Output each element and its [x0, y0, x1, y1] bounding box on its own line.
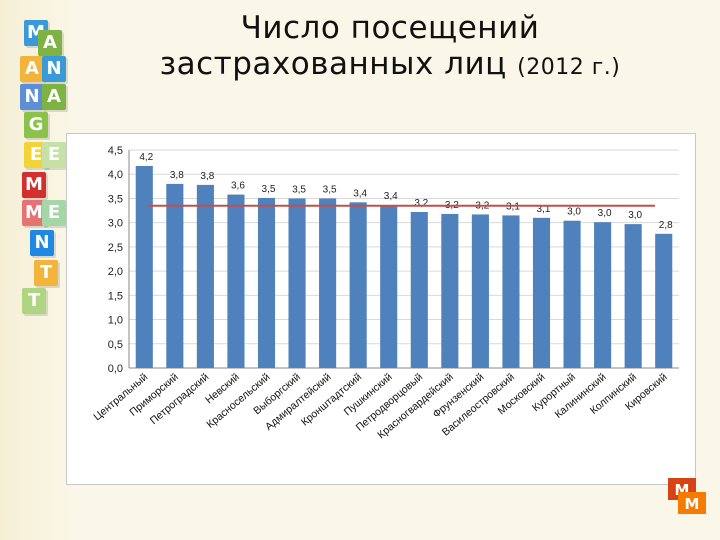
y-tick-label: 3,5 — [108, 193, 123, 205]
title-line-1: Число посещений — [240, 10, 540, 46]
bar — [563, 220, 581, 368]
letter-block: E — [42, 200, 66, 226]
data-label: 3,8 — [170, 170, 184, 181]
bar — [624, 224, 642, 368]
y-tick-label: 1,0 — [108, 315, 123, 327]
bar — [532, 217, 551, 368]
letter-block: T — [34, 260, 58, 286]
title-main: застрахованных лиц — [159, 46, 507, 82]
letter-block: A — [42, 84, 66, 110]
bar — [471, 214, 489, 368]
decorative-corner-blocks: MM — [668, 478, 706, 514]
bar — [319, 198, 337, 368]
y-tick-label: 2,5 — [108, 242, 123, 254]
bar — [166, 183, 184, 368]
data-label: 3,1 — [537, 204, 551, 215]
bar — [288, 198, 306, 368]
bar — [410, 212, 428, 368]
chart-frame: 0,0 0,5 1,0 1,5 2,0 2,5 3,0 3,5 4,0 4,5 4,2 Централ… — [66, 133, 696, 485]
bar — [135, 165, 153, 368]
letter-block: A — [38, 30, 62, 56]
bar — [196, 184, 214, 368]
data-label: 2,8 — [659, 220, 673, 231]
data-label: 3,5 — [262, 184, 276, 195]
y-tick-label: 1,5 — [108, 290, 123, 302]
title-year: (2012 г.) — [517, 55, 621, 80]
data-label: 3,4 — [384, 191, 398, 202]
bar — [380, 205, 398, 368]
data-label: 3,4 — [353, 188, 367, 199]
letter-block: T — [22, 288, 46, 314]
letter-block: N — [30, 230, 54, 256]
letter-block: E — [42, 142, 66, 168]
data-label: 3,2 — [414, 198, 428, 209]
y-tick-label: 2,0 — [108, 266, 123, 278]
title-line-2: застрахованных лиц (2012 г.) — [80, 46, 700, 86]
corner-block — [678, 492, 706, 514]
data-label: 3,5 — [292, 184, 306, 195]
letter-block: N — [20, 84, 44, 110]
bar-chart: 0,00,51,01,52,02,53,03,54,04,54,2Централ… — [91, 145, 679, 441]
bar — [349, 202, 367, 368]
y-tick-label: 3,0 — [108, 218, 123, 230]
data-label: 3,1 — [506, 201, 520, 212]
data-label: 3,5 — [323, 184, 337, 195]
corner-block-letter: M — [685, 495, 700, 513]
data-label: 3,8 — [200, 171, 214, 182]
y-tick-label: 0,0 — [108, 363, 123, 375]
bar — [257, 197, 276, 368]
letter-block: M — [22, 172, 46, 198]
bar — [441, 213, 459, 368]
page-title: Число посещений застрахованных лиц (2012… — [80, 10, 700, 86]
bar — [227, 194, 245, 368]
data-label: 3,0 — [567, 207, 581, 218]
data-label: 3,0 — [628, 210, 642, 221]
bar — [594, 222, 612, 368]
data-label: 4,2 — [139, 152, 153, 163]
data-label: 3,0 — [598, 208, 612, 219]
bar — [502, 215, 520, 368]
letter-block: E — [24, 142, 48, 168]
y-tick-label: 0,5 — [108, 339, 123, 351]
letter-block: G — [24, 112, 48, 138]
bar — [655, 233, 673, 368]
letter-block: A — [20, 56, 44, 82]
y-tick-label: 4,0 — [108, 169, 123, 181]
letter-block: N — [42, 56, 66, 82]
y-tick-label: 4,5 — [108, 145, 123, 157]
data-label: 3,6 — [231, 181, 245, 192]
